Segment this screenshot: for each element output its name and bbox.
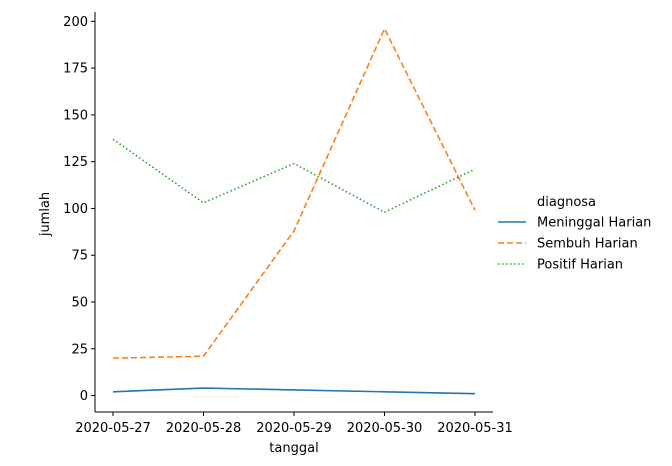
axes: 0 25 50 75 100 125 150 175 200 2020-05-27 2020-05-… (63, 12, 513, 436)
y-axis-label: jumlah (38, 192, 53, 237)
y-tick-label: 50 (71, 295, 88, 310)
legend: diagnosa Meninggal Harian Sembuh Harian Po… (498, 195, 651, 273)
legend-label-1: Meninggal Harian (537, 216, 651, 231)
y-tick-label: 175 (63, 62, 88, 77)
legend-label-3: Positif Harian (537, 258, 623, 273)
x-tick-label: 2020-05-30 (347, 421, 423, 436)
y-tick-label: 100 (63, 202, 88, 217)
series-line-2 (112, 28, 476, 359)
y-tick-label: 75 (71, 249, 88, 264)
x-tick-label: 2020-05-28 (166, 421, 242, 436)
x-axis-label: tanggal (269, 441, 318, 456)
y-tick-label: 25 (71, 342, 88, 357)
y-tick-label: 125 (63, 155, 88, 170)
x-tick-label: 2020-05-27 (75, 421, 151, 436)
y-tick-label: 150 (63, 108, 88, 123)
x-tick-label: 2020-05-29 (256, 421, 332, 436)
series-line-1 (112, 387, 476, 395)
y-tick-label: 0 (80, 389, 88, 404)
legend-title: diagnosa (537, 195, 596, 210)
x-tick-label: 2020-05-31 (437, 421, 513, 436)
series-layer (112, 28, 476, 395)
series-line-3 (112, 138, 476, 213)
legend-label-2: Sembuh Harian (537, 237, 638, 252)
y-tick-label: 200 (63, 15, 88, 30)
